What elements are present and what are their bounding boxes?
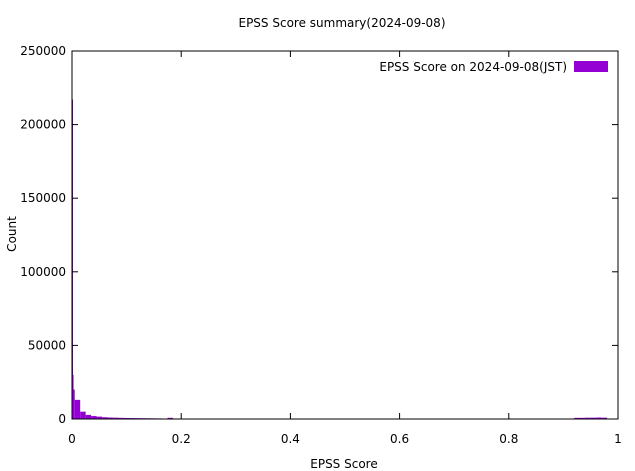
y-axis-label: Count — [5, 216, 19, 252]
histogram-bar — [574, 417, 580, 419]
histogram-bar — [590, 417, 597, 419]
legend-swatch — [574, 61, 608, 72]
histogram-bar — [73, 389, 75, 419]
histogram-bar — [596, 417, 602, 419]
histogram-bar — [80, 411, 86, 419]
y-tick-label: 0 — [58, 412, 66, 426]
histogram-bar — [601, 417, 608, 419]
histogram-bar — [579, 417, 586, 419]
ticks-group: 0 0.2 0.4 0.6 0.8 1 0 50000 100000 150000 200000 25… — [20, 44, 622, 446]
histogram-bar — [585, 417, 591, 419]
legend: EPSS Score on 2024-09-08(JST) — [379, 60, 608, 74]
histogram-bar — [112, 417, 119, 419]
legend-label: EPSS Score on 2024-09-08(JST) — [379, 60, 567, 74]
x-tick-label: 0.6 — [390, 432, 409, 446]
x-tick-label: 0.8 — [499, 432, 518, 446]
x-tick-label: 1 — [614, 432, 622, 446]
histogram-bar — [118, 417, 124, 419]
x-tick-label: 0 — [68, 432, 76, 446]
histogram-bar — [72, 374, 74, 419]
histogram-bar — [167, 417, 174, 419]
histogram-bar — [91, 416, 97, 419]
chart-title: EPSS Score summary(2024-09-08) — [238, 16, 445, 30]
bars-group — [72, 99, 608, 420]
histogram-bar — [74, 399, 81, 419]
plot-frame — [71, 50, 619, 420]
histogram-bar — [107, 417, 113, 419]
y-tick-label: 100000 — [20, 265, 66, 279]
y-tick-label: 200000 — [20, 118, 66, 132]
histogram-bar — [123, 417, 130, 419]
x-tick-label: 0.2 — [172, 432, 191, 446]
y-tick-label: 150000 — [20, 191, 66, 205]
y-tick-label: 250000 — [20, 44, 66, 58]
histogram-bar — [96, 416, 103, 419]
x-tick-label: 0.4 — [281, 432, 300, 446]
histogram-bar — [102, 417, 108, 419]
x-axis-label: EPSS Score — [310, 457, 377, 471]
y-tick-label: 50000 — [28, 338, 66, 352]
histogram-bar — [85, 414, 92, 419]
